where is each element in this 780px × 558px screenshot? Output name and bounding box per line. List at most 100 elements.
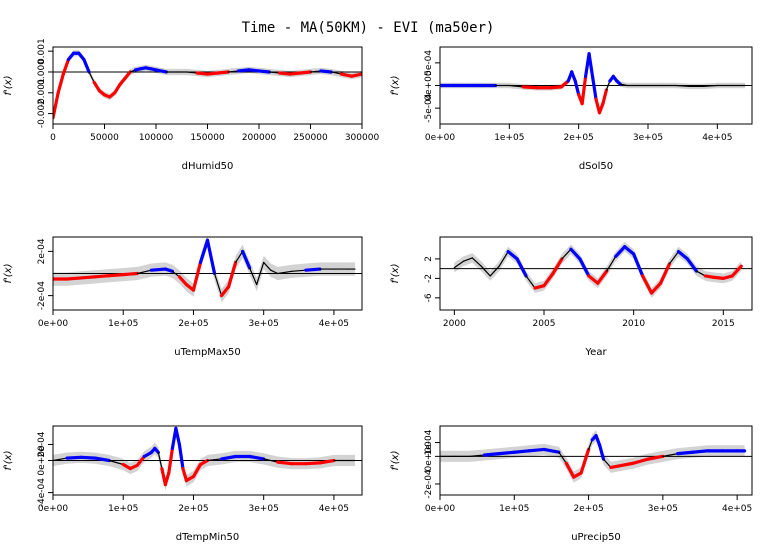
derivative-segment <box>453 260 464 269</box>
derivative-segment <box>291 269 307 272</box>
x-tick-label: 2e+05 <box>564 133 594 143</box>
derivative-segment <box>93 274 111 279</box>
derivative-segment <box>93 456 111 463</box>
y-tick-label: -4e-04 <box>37 478 47 507</box>
derivative-segment <box>177 275 189 287</box>
derivative-segment <box>191 260 203 292</box>
derivative-segment <box>330 71 342 75</box>
panel-6: 0e+00 1e+05 2e+05 3e+05 4e+05-2e-040e+001e-0… <box>390 425 753 543</box>
x-tick-label: 4e+05 <box>702 133 732 143</box>
derivative-segment <box>53 457 68 462</box>
y-tick-label: 1e-04 <box>424 429 434 455</box>
derivative-segment <box>107 273 125 278</box>
derivative-segment <box>570 70 577 83</box>
derivative-segment <box>304 267 322 272</box>
derivative-segment <box>469 454 486 457</box>
derivative-segment <box>623 245 636 256</box>
y-axis-label: f'(x) <box>3 451 14 471</box>
plot-frame <box>439 425 753 496</box>
derivative-segment <box>542 447 561 454</box>
confidence-band <box>53 237 355 303</box>
derivative-segment <box>649 281 663 295</box>
derivative-segment <box>580 74 588 106</box>
x-tick-label: 200000 <box>242 133 277 143</box>
derivative-segment <box>598 443 606 461</box>
derivative-segment <box>551 257 564 276</box>
plot-frame <box>52 236 363 311</box>
derivative-segment <box>213 272 223 297</box>
x-axis-label: uTempMax50 <box>174 347 240 358</box>
derivative-segment <box>123 70 132 80</box>
derivative-segment <box>605 80 611 91</box>
y-axis-label: f'(x) <box>3 264 14 284</box>
derivative-segment <box>56 72 65 95</box>
derivative-segment <box>236 68 251 73</box>
derivative-segment <box>278 71 292 76</box>
derivative-segment <box>79 455 97 460</box>
x-axis-label: dHumid50 <box>182 161 234 172</box>
x-axis-label: dSol50 <box>579 161 613 172</box>
derivative-segment <box>596 269 609 285</box>
derivative-segment <box>587 439 593 451</box>
derivative-segment <box>462 257 473 262</box>
panel-5: 0e+00 1e+05 2e+05 3e+05 4e+05-4e-040e+002e-0… <box>3 425 363 543</box>
derivative-segment <box>641 274 654 295</box>
y-tick-label: -2e-04 <box>424 469 434 498</box>
derivative-segment <box>525 275 536 289</box>
derivative-segment <box>234 250 244 264</box>
derivative-segment <box>263 458 279 463</box>
derivative-segment <box>247 68 261 73</box>
derivative-segment <box>471 257 482 267</box>
x-tick-label: 2005 <box>533 319 556 329</box>
derivative-segment <box>569 247 582 261</box>
derivative-segment <box>88 71 95 83</box>
derivative-segment <box>730 264 743 278</box>
x-tick-label: 4e+05 <box>319 319 349 329</box>
y-tick-label: 0e+00 <box>37 445 47 476</box>
y-tick-label: 0.000 <box>37 59 47 85</box>
derivative-segment <box>65 276 83 281</box>
confidence-band <box>454 241 742 298</box>
derivative-segment <box>515 257 528 278</box>
x-tick-label: 3e+05 <box>249 319 279 329</box>
derivative-segment <box>195 71 210 76</box>
derivative-segment <box>602 458 612 468</box>
derivative-segment <box>542 271 555 288</box>
confidence-band <box>53 426 355 491</box>
x-axis-label: uPrecip50 <box>571 532 621 543</box>
derivative-segment <box>350 72 362 78</box>
derivative-segment <box>113 82 122 95</box>
x-tick-label: 1e+05 <box>499 504 529 514</box>
x-tick-label: 4e+05 <box>722 504 752 514</box>
derivative-segment <box>616 461 635 468</box>
derivative-segment <box>157 451 163 470</box>
derivative-segment <box>53 91 60 120</box>
derivative-segment <box>226 260 238 289</box>
derivative-segment <box>606 255 617 272</box>
panel-4: 2000 2005 2010 2015 -6 -2 2 Year f'(x) <box>390 236 753 358</box>
y-tick-label: 2 <box>424 256 434 262</box>
derivative-segment <box>676 250 690 261</box>
confidence-band <box>53 50 362 121</box>
plot-area <box>440 241 752 298</box>
derivative-segment <box>136 269 152 275</box>
x-tick-label: 100000 <box>139 133 174 143</box>
derivative-segment <box>186 71 198 74</box>
x-tick-label: 1e+05 <box>108 319 138 329</box>
derivative-segment <box>695 270 706 277</box>
x-tick-label: 50000 <box>90 133 119 143</box>
derivative-segment <box>309 70 322 73</box>
derivative-segment <box>276 460 294 466</box>
derivative-segment <box>579 447 591 475</box>
x-tick-label: 0 <box>50 133 56 143</box>
derivative-segment <box>506 250 519 261</box>
derivative-segment <box>319 69 333 74</box>
derivative-segment <box>614 245 627 259</box>
y-tick-label: 2e-04 <box>37 431 47 457</box>
plot-area <box>53 237 362 303</box>
derivative-segment <box>177 442 185 471</box>
y-axis-label: f'(x) <box>390 76 401 96</box>
derivative-segment <box>658 262 672 285</box>
x-tick-label: 300000 <box>345 133 380 143</box>
y-tick-label: 0e+00 <box>424 441 434 472</box>
